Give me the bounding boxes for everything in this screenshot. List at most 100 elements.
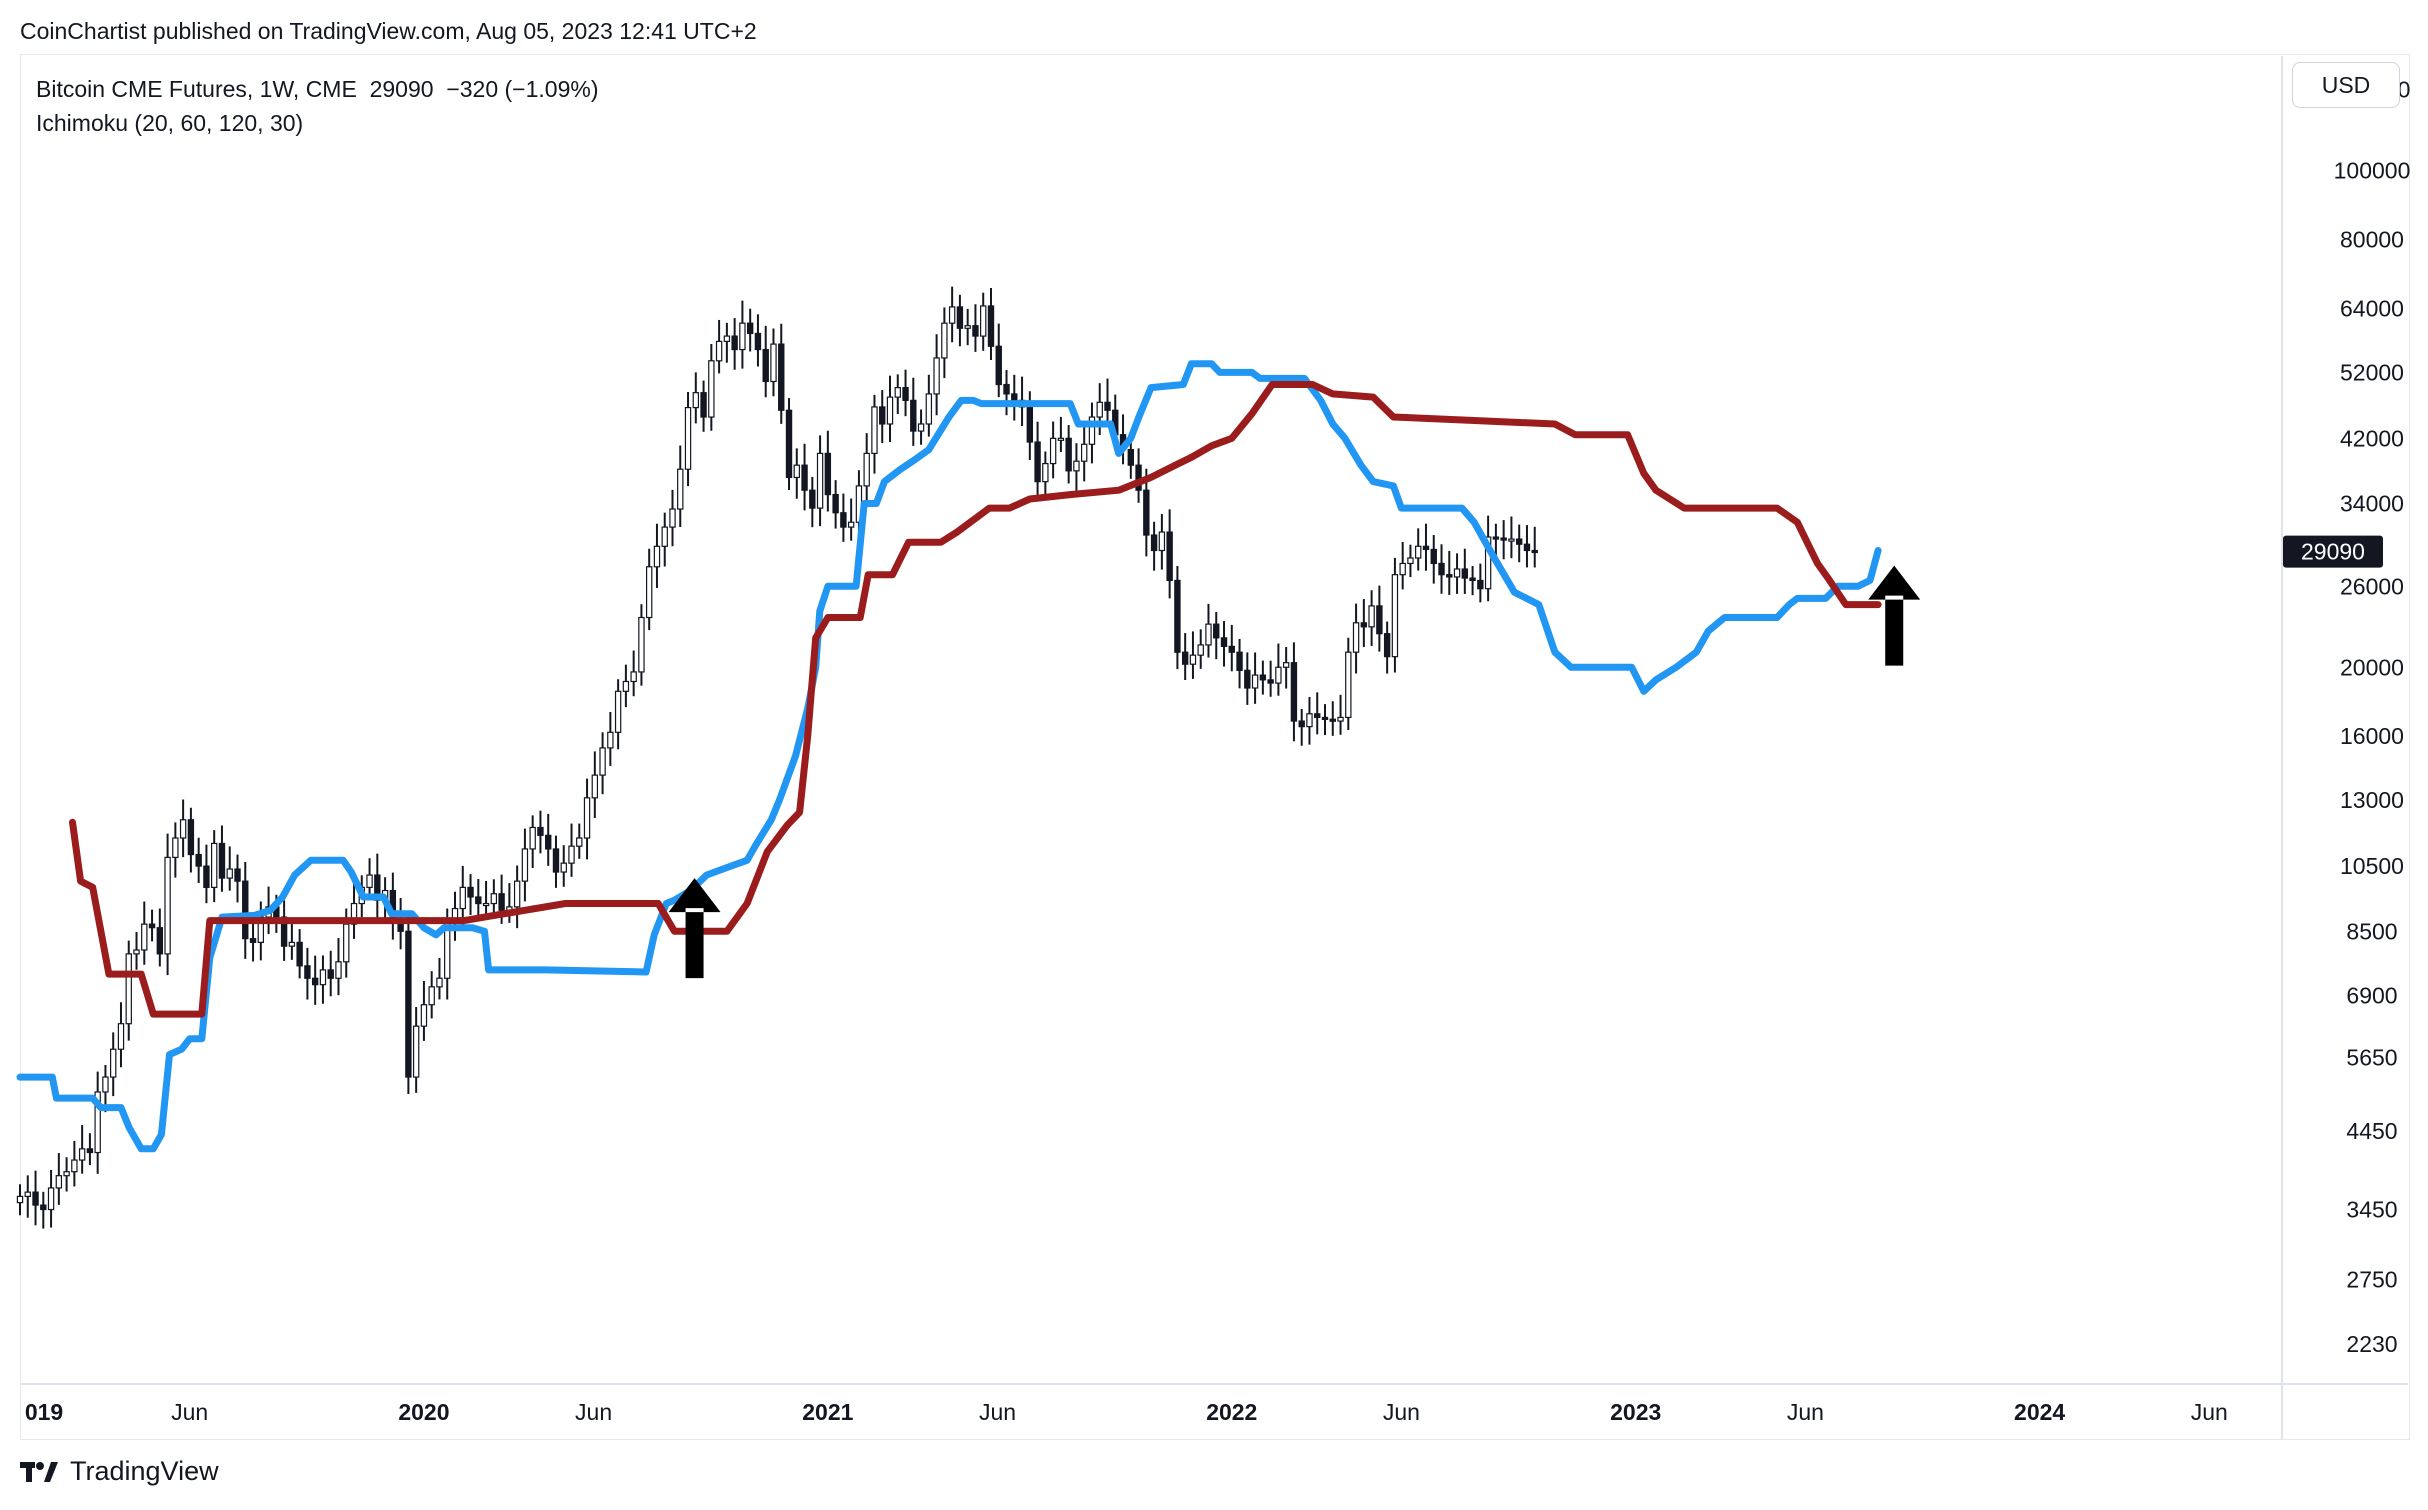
tradingview-wordmark: TradingView — [70, 1456, 219, 1486]
candle-body — [1430, 548, 1437, 565]
published-info: CoinChartist published on TradingView.co… — [20, 18, 757, 44]
candle-body — [1407, 557, 1414, 565]
candle-body — [746, 322, 754, 335]
time-tick-label: 2023 — [1610, 1399, 1661, 1425]
price-tick-label: 3450 — [2346, 1197, 2397, 1223]
candle-body — [599, 747, 606, 776]
candle-body — [1042, 462, 1049, 483]
candle-body — [412, 1025, 420, 1078]
candle-body — [917, 423, 925, 432]
candle-body — [32, 1191, 39, 1206]
annotation-arrows-layer — [668, 565, 1921, 979]
candle-body — [94, 1091, 101, 1154]
candle-body — [467, 886, 474, 898]
candle-body — [1174, 579, 1181, 653]
candle-body — [1298, 720, 1305, 728]
candle-body — [677, 468, 684, 510]
candle-body — [1275, 666, 1282, 684]
candle-body — [785, 409, 793, 479]
candle-body — [102, 1076, 109, 1093]
candle-body — [700, 392, 707, 418]
chart-frame — [20, 54, 2410, 1440]
candle-body — [591, 774, 599, 799]
candle-body — [1523, 543, 1531, 552]
candle-body — [902, 387, 909, 401]
candle-body — [1492, 536, 1500, 540]
candle-body — [133, 949, 140, 955]
candle-body — [925, 393, 933, 425]
candle-body — [1228, 645, 1235, 653]
candle-body — [956, 306, 964, 329]
candle-body — [327, 969, 334, 979]
price-tick-label: 16000 — [2340, 723, 2404, 749]
candle-body — [568, 845, 575, 864]
candle-body — [1391, 574, 1399, 658]
candle-body — [288, 941, 296, 947]
time-tick-label: Jun — [979, 1399, 1016, 1425]
price-tick-label: 20000 — [2340, 654, 2404, 680]
time-tick-label: 2024 — [2014, 1399, 2065, 1425]
candle-body — [607, 731, 614, 749]
candle-body — [824, 452, 832, 496]
candle-body — [1003, 383, 1010, 395]
candle-body — [1515, 538, 1523, 545]
candle-body — [513, 880, 521, 908]
time-tick-label: Jun — [2191, 1399, 2228, 1425]
candle-body — [226, 868, 233, 879]
candle-body — [319, 969, 327, 986]
candle-body — [809, 489, 816, 509]
candle-body — [1267, 679, 1274, 684]
candle-body — [762, 348, 769, 383]
candle-body — [350, 902, 358, 925]
candle-body — [622, 680, 630, 692]
price-tick-label: 42000 — [2340, 425, 2404, 451]
candle-body — [141, 923, 148, 951]
candle-body — [195, 853, 202, 867]
candle-body — [614, 690, 622, 733]
candle-body — [304, 965, 311, 979]
candle-body — [1026, 406, 1034, 443]
candle-body — [24, 1191, 31, 1197]
candle-body — [1065, 437, 1072, 472]
candle-body — [972, 325, 979, 337]
candle-body — [1453, 568, 1461, 578]
footer-brand[interactable]: TradingView — [20, 1456, 219, 1487]
candle-body — [1531, 549, 1538, 554]
price-tick-label: 8500 — [2346, 918, 2397, 944]
candle-body — [172, 837, 179, 859]
candle-body — [1205, 623, 1212, 646]
last-price-badge — [2283, 535, 2383, 568]
candle-body — [684, 406, 692, 470]
candle-body — [210, 842, 218, 888]
price-tick-label: 13000 — [2340, 787, 2404, 813]
price-tick-label: 2750 — [2346, 1267, 2397, 1293]
time-tick-label: 2021 — [802, 1399, 853, 1425]
candle-body — [490, 893, 498, 905]
candle-body — [1104, 401, 1111, 411]
candle-body — [1143, 489, 1150, 536]
candle-body — [661, 526, 668, 547]
candle-body — [1166, 531, 1173, 582]
price-tick-label: 64000 — [2340, 295, 2404, 321]
candle-body — [840, 512, 847, 528]
candle-body — [801, 464, 808, 491]
candle-body — [537, 826, 544, 836]
currency-button[interactable]: USD — [2292, 62, 2400, 108]
candle-body — [420, 1004, 428, 1027]
candle-body — [296, 941, 303, 967]
candle-body — [1461, 568, 1469, 579]
price-tick-label: 6900 — [2346, 983, 2397, 1009]
candle-body — [1236, 651, 1243, 671]
candle-body — [1057, 437, 1065, 441]
candle-body — [249, 938, 257, 943]
candle-body — [1337, 716, 1344, 722]
candle-body — [1244, 669, 1251, 689]
candle-body — [560, 862, 567, 873]
time-axis: 019 Jun 2020 Jun 2021 Jun 2022 Jun 2023 Jun 2024 Ju… — [20, 1383, 2408, 1425]
candle-body — [1422, 545, 1430, 551]
candle-body — [754, 332, 762, 351]
candle-body — [1213, 623, 1220, 639]
candle-body — [71, 1159, 78, 1173]
candle-body — [1251, 674, 1259, 689]
